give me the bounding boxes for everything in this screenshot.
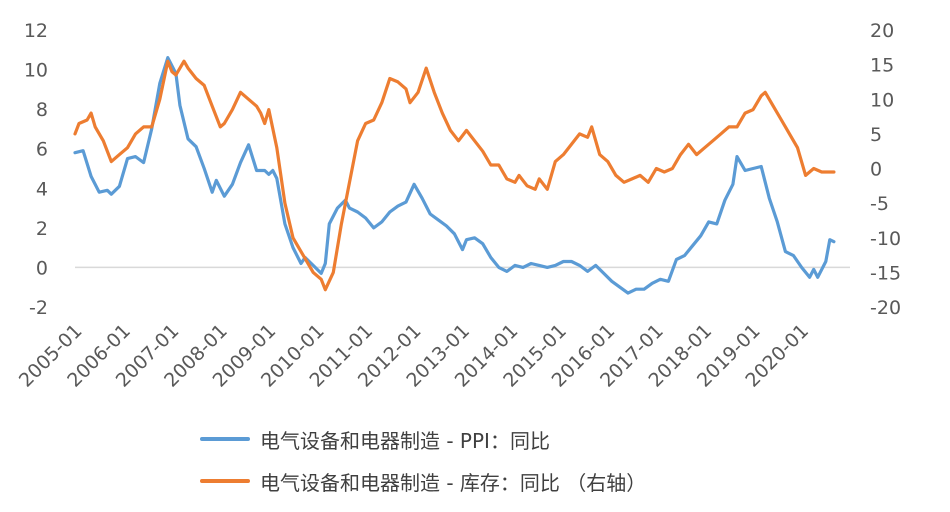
left-tick-label: 10 [24, 60, 48, 82]
right-tick-label: -15 [870, 262, 901, 284]
legend: 电气设备和电器制造 - PPI：同比 电气设备和电器制造 - 库存：同比 （右轴… [200, 418, 646, 502]
left-tick-label: 12 [24, 20, 48, 42]
series-lines [73, 56, 836, 295]
right-tick-label: -10 [870, 228, 901, 250]
right-tick-label: -5 [870, 193, 889, 215]
left-tick-label: 0 [36, 257, 48, 279]
legend-item-ppi: 电气设备和电器制造 - PPI：同比 [200, 418, 646, 460]
left-axis-ticks: -2 0 2 4 6 8 10 12 [24, 20, 48, 319]
right-tick-label: 5 [870, 124, 882, 146]
left-tick-label: 6 [36, 139, 48, 161]
right-tick-label: -20 [870, 297, 901, 319]
legend-item-inventory: 电气设备和电器制造 - 库存：同比 （右轴） [200, 460, 646, 502]
left-tick-label: 2 [36, 218, 48, 240]
right-tick-label: 20 [870, 20, 894, 42]
right-tick-label: 15 [870, 55, 894, 77]
left-tick-label: 4 [36, 178, 48, 200]
legend-swatch-inventory [200, 479, 250, 483]
series-line-inventory [73, 59, 836, 292]
legend-swatch-ppi [200, 437, 250, 441]
right-tick-label: 10 [870, 89, 894, 111]
series-line-ppi [73, 56, 836, 295]
x-axis-ticks: 2005-012006-012007-012008-012009-012010-… [15, 320, 813, 392]
legend-label-inventory: 电气设备和电器制造 - 库存：同比 （右轴） [260, 470, 647, 495]
right-axis-ticks: -20 -15 -10 -5 0 5 10 15 20 [870, 20, 901, 319]
left-tick-label: 8 [36, 99, 48, 121]
legend-label-ppi: 电气设备和电器制造 - PPI：同比 [260, 428, 550, 453]
right-tick-label: 0 [870, 159, 882, 181]
left-tick-label: -2 [29, 297, 48, 319]
